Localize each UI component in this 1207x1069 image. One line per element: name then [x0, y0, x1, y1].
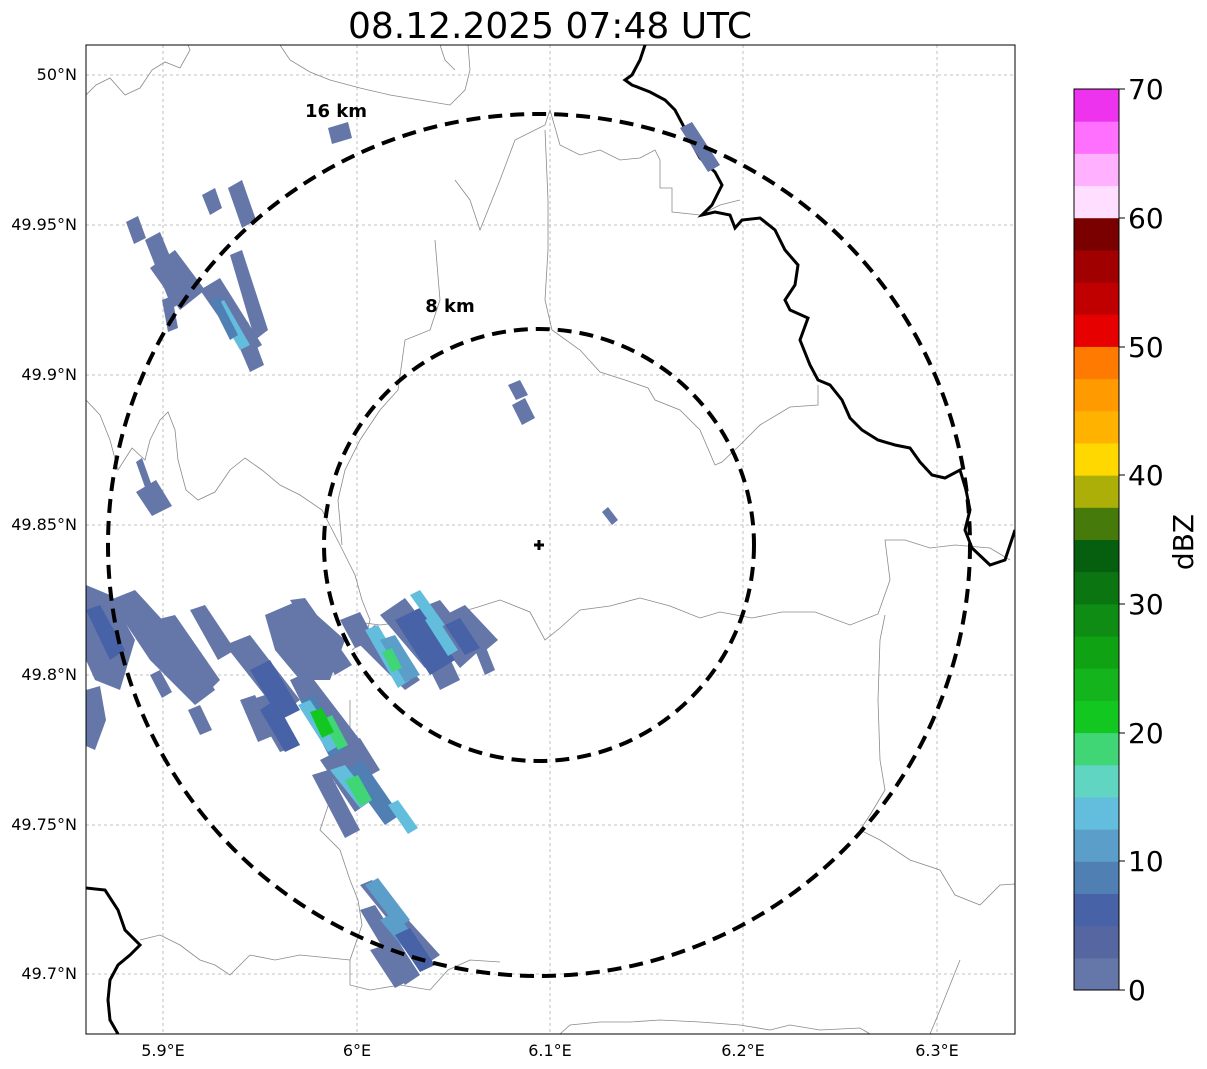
colorbar-segment — [1074, 796, 1119, 830]
colorbar-tick-label: 60 — [1128, 202, 1164, 235]
lat-tick-labels: 50°N 49.95°N 49.9°N 49.85°N 49.8°N 49.75… — [11, 65, 77, 983]
lat-tick: 49.95°N — [11, 215, 77, 234]
colorbar-tick-label: 20 — [1128, 717, 1164, 750]
colorbar-segment — [1074, 893, 1119, 927]
colorbar-segment — [1074, 829, 1119, 862]
colorbar-segment — [1074, 185, 1119, 219]
lon-tick: 6.2°E — [721, 1041, 765, 1060]
lat-tick: 49.8°N — [21, 665, 77, 684]
colorbar-segment — [1074, 764, 1119, 798]
lat-tick: 49.75°N — [11, 815, 77, 834]
lon-tick-labels: 5.9°E 6°E 6.1°E 6.2°E 6.3°E — [141, 1041, 959, 1060]
colorbar-segment — [1074, 925, 1119, 959]
map-area: 8 km 16 km — [86, 45, 1015, 1034]
colorbar-segment — [1074, 89, 1119, 122]
colorbar-tick-label: 50 — [1128, 331, 1164, 364]
colorbar-segment — [1074, 153, 1119, 187]
colorbar-frame — [1073, 88, 1120, 991]
lon-tick: 6°E — [343, 1041, 371, 1060]
colorbar-segment — [1074, 957, 1119, 991]
colorbar-segment — [1074, 732, 1119, 766]
colorbar-segment — [1074, 636, 1119, 669]
admin-boundaries — [86, 45, 1015, 1034]
colorbar-segment — [1074, 507, 1119, 540]
colorbar-tick-label: 10 — [1128, 845, 1164, 878]
lat-tick: 49.9°N — [21, 365, 77, 384]
colorbar-segment — [1074, 603, 1119, 637]
colorbar-segment — [1074, 442, 1119, 476]
colorbar-segment — [1074, 282, 1119, 315]
colorbar-segment — [1074, 668, 1119, 701]
colorbar-segment — [1074, 121, 1119, 154]
colorbar-segment — [1074, 346, 1119, 380]
colorbar-ticks: 0 10 20 30 40 50 60 70 — [1119, 73, 1164, 1007]
ring-label-16km: 16 km — [305, 101, 367, 122]
colorbar-tick-label: 40 — [1128, 459, 1164, 492]
colorbar-segment — [1074, 475, 1119, 508]
lat-tick: 49.7°N — [21, 964, 77, 983]
lon-tick: 5.9°E — [141, 1041, 185, 1060]
colorbar-segment — [1074, 378, 1119, 412]
colorbar-tick-label: 30 — [1128, 588, 1164, 621]
ring-8km — [322, 327, 756, 763]
colorbar-segment — [1074, 410, 1119, 444]
lat-tick: 49.85°N — [11, 515, 77, 534]
map-title: 08.12.2025 07:48 UTC — [348, 6, 752, 47]
colorbar-tick-label: 70 — [1128, 73, 1164, 106]
ring-label-8km: 8 km — [425, 296, 475, 317]
colorbar-segment — [1074, 861, 1119, 894]
range-rings — [106, 112, 972, 978]
colorbar-segment — [1074, 314, 1119, 347]
lat-tick: 50°N — [37, 65, 77, 84]
gridlines — [86, 45, 1015, 1034]
colorbar — [1074, 89, 1119, 991]
colorbar-segment — [1074, 571, 1119, 605]
colorbar-segment — [1074, 700, 1119, 734]
ring-16km — [106, 112, 972, 978]
colorbar-segment — [1074, 539, 1119, 573]
radar-site-marker — [534, 540, 544, 550]
lon-tick: 6.3°E — [915, 1041, 959, 1060]
map-frame — [85, 44, 1016, 1035]
colorbar-label: dBZ — [1167, 514, 1200, 570]
colorbar-tick-label: 0 — [1128, 974, 1146, 1007]
colorbar-segment — [1074, 249, 1119, 283]
colorbar-segment — [1074, 217, 1119, 251]
lon-tick: 6.1°E — [528, 1041, 572, 1060]
country-borders — [86, 45, 1015, 1034]
